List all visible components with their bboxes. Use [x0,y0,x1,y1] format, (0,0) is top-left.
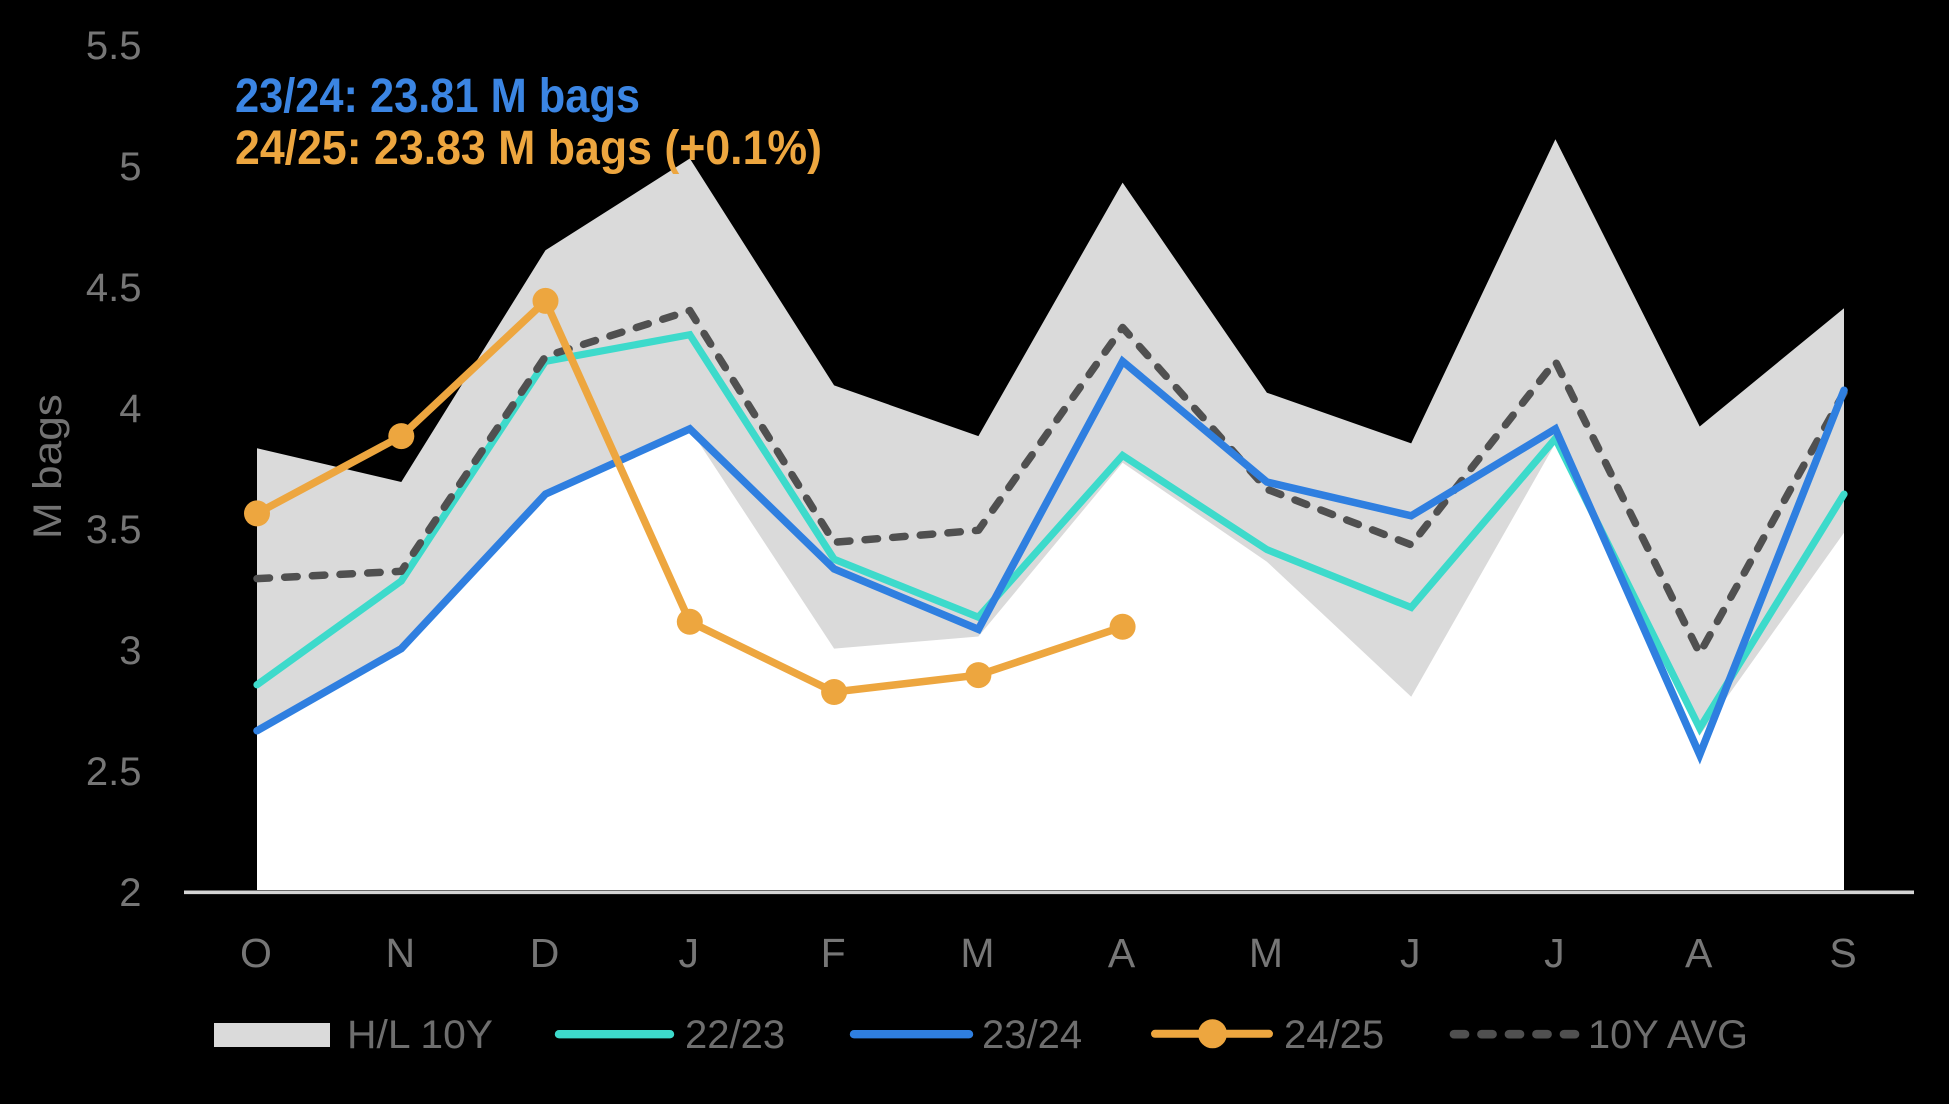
svg-text:J: J [1544,930,1565,976]
svg-text:A: A [1685,930,1713,976]
svg-text:H/L 10Y: H/L 10Y [347,1013,493,1057]
svg-text:24/25: 23.83 M bags (+0.1%): 24/25: 23.83 M bags (+0.1%) [235,122,822,175]
svg-text:N: N [385,930,415,976]
svg-text:M: M [960,930,994,976]
svg-text:2.5: 2.5 [86,750,142,794]
svg-text:2: 2 [119,871,141,915]
svg-text:23/24: 23.81 M bags: 23/24: 23.81 M bags [235,70,640,123]
svg-text:22/23: 22/23 [685,1013,785,1057]
svg-text:4: 4 [119,387,141,431]
svg-text:D: D [530,930,560,976]
svg-text:M bags: M bags [26,394,70,539]
svg-text:M: M [1249,930,1283,976]
svg-text:F: F [821,930,846,976]
svg-text:S: S [1829,930,1856,976]
svg-text:5.5: 5.5 [86,24,142,68]
svg-text:3: 3 [119,629,141,673]
svg-text:24/25: 24/25 [1284,1013,1384,1057]
svg-text:23/24: 23/24 [982,1013,1082,1057]
svg-text:5: 5 [119,145,141,189]
svg-text:4.5: 4.5 [86,266,142,310]
svg-text:J: J [679,930,700,976]
svg-text:A: A [1108,930,1136,976]
svg-text:10Y AVG: 10Y AVG [1588,1013,1748,1057]
svg-text:J: J [1400,930,1421,976]
svg-text:O: O [240,930,272,976]
svg-text:3.5: 3.5 [86,508,142,552]
